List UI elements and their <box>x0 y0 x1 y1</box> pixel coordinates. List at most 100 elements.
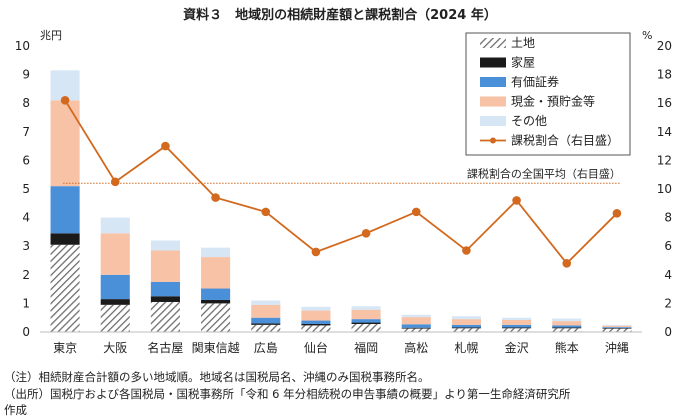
bar-segment <box>451 316 481 320</box>
bar-segment <box>401 324 431 328</box>
bar-segment <box>552 328 582 332</box>
legend-swatch <box>480 77 506 87</box>
ratio-point <box>462 246 471 255</box>
legend-label: 家屋 <box>511 55 535 70</box>
legend-label: 課税割合（右目盛） <box>511 133 619 148</box>
bar-segment <box>50 70 80 101</box>
category-label: 大阪 <box>103 341 127 355</box>
ratio-point <box>512 196 521 205</box>
category-label: 東京 <box>53 341 77 355</box>
bar-segment <box>502 327 532 329</box>
bar-segment <box>100 304 130 332</box>
bar-segment <box>451 328 481 332</box>
category-labels: 東京 大阪 名古屋 関東信越 広島 仙台 福岡 高松 札幌 金沢 熊本 沖縄 <box>53 340 629 355</box>
bar-segment <box>401 314 431 318</box>
category-label: 金沢 <box>505 340 529 355</box>
ratio-point <box>261 207 271 217</box>
bar-segment <box>602 328 632 332</box>
bar-segment <box>502 317 532 320</box>
bar-segment <box>201 303 231 332</box>
bar-segment <box>201 299 231 304</box>
legend-swatch <box>480 116 506 126</box>
bar-segment <box>301 310 331 321</box>
right-tick-label: 14 <box>657 125 672 139</box>
footnote-source-cont: 作成 <box>4 403 27 417</box>
legend-label: 有価証券 <box>511 74 559 89</box>
chart-title: 資料３ 地域別の相続財産額と課税割合（2024 年） <box>183 7 497 23</box>
bar-segment <box>602 327 632 329</box>
left-tick-label: 7 <box>22 125 30 139</box>
bar-segment <box>502 319 532 325</box>
right-axis-unit: % <box>642 29 652 42</box>
left-axis-ticks: 0 1 2 3 4 5 6 7 8 9 10 <box>15 39 30 339</box>
bar-segment <box>150 296 180 302</box>
left-tick-label: 8 <box>22 96 30 110</box>
bar-segment <box>201 247 231 258</box>
left-tick-label: 6 <box>22 153 30 167</box>
left-tick-label: 9 <box>22 68 30 82</box>
legend-label: 現金・預貯金等 <box>511 94 595 109</box>
left-tick-label: 2 <box>22 268 30 282</box>
bar-segment <box>201 288 231 300</box>
left-tick-label: 4 <box>22 211 30 225</box>
bar-segment <box>50 100 80 187</box>
left-tick-label: 0 <box>22 325 30 339</box>
footnote-source: （出所）国税庁および各国税局・国税事務所「令和 6 年分相続税の申告事績の概要」… <box>4 387 571 401</box>
bar-segment <box>301 325 331 332</box>
ratio-point <box>60 96 70 105</box>
bar-segment <box>100 233 130 275</box>
category-label: 名古屋 <box>147 340 183 355</box>
category-label: 関東信越 <box>192 341 240 355</box>
bar-segment <box>251 317 281 324</box>
ratio-point <box>361 229 371 238</box>
category-label: 高松 <box>404 340 428 355</box>
footnote-note: （注）相続財産合計額の多い地域順。地域名は国税局名、沖縄のみ国税事務所名。 <box>4 370 430 384</box>
legend-swatch <box>480 38 506 48</box>
bar-segment <box>552 327 582 329</box>
bar-segment <box>502 328 532 332</box>
bar-segment <box>100 274 130 300</box>
bar-segment <box>401 328 431 332</box>
national-average-label: 課税割合の全国平均（右目盛） <box>467 166 621 180</box>
bar-segment <box>351 319 381 323</box>
bar-segment <box>251 323 281 325</box>
bar-segment <box>301 306 331 311</box>
ratio-point <box>211 193 220 202</box>
legend-swatch <box>480 96 506 107</box>
right-tick-label: 6 <box>664 239 672 253</box>
category-label: 広島 <box>254 340 278 355</box>
right-tick-label: 10 <box>657 182 672 196</box>
bar-segment <box>100 217 130 234</box>
category-label: 熊本 <box>555 340 579 355</box>
bar-segment <box>201 257 231 289</box>
left-tick-label: 5 <box>22 182 30 196</box>
ratio-point <box>562 259 572 268</box>
category-label: 札幌 <box>454 340 478 355</box>
ratio-point <box>311 247 321 257</box>
bar-segment <box>602 324 632 326</box>
bar-segment <box>552 321 582 326</box>
bar-segment <box>451 319 481 325</box>
right-tick-label: 4 <box>664 268 672 282</box>
bar-segment <box>301 320 331 324</box>
right-tick-label: 12 <box>657 153 672 167</box>
tax-ratio-line <box>60 96 622 268</box>
bar-segment <box>150 281 180 297</box>
bar-segment <box>552 318 582 322</box>
bar-segment <box>502 324 532 328</box>
right-tick-label: 2 <box>664 296 672 310</box>
bar-segment <box>351 323 381 332</box>
bar-segment <box>50 244 80 332</box>
bar-segment <box>251 324 281 332</box>
right-tick-label: 0 <box>664 325 672 339</box>
ratio-point <box>411 207 421 217</box>
ratio-point <box>110 177 120 187</box>
right-tick-label: 8 <box>664 211 672 225</box>
category-label: 沖縄 <box>605 340 629 355</box>
bar-segment <box>552 325 582 328</box>
right-tick-label: 18 <box>657 68 672 82</box>
left-axis-unit: 兆円 <box>40 29 62 42</box>
bar-segment <box>251 304 281 318</box>
bar-segment <box>451 324 481 328</box>
category-label: 福岡 <box>354 340 378 355</box>
